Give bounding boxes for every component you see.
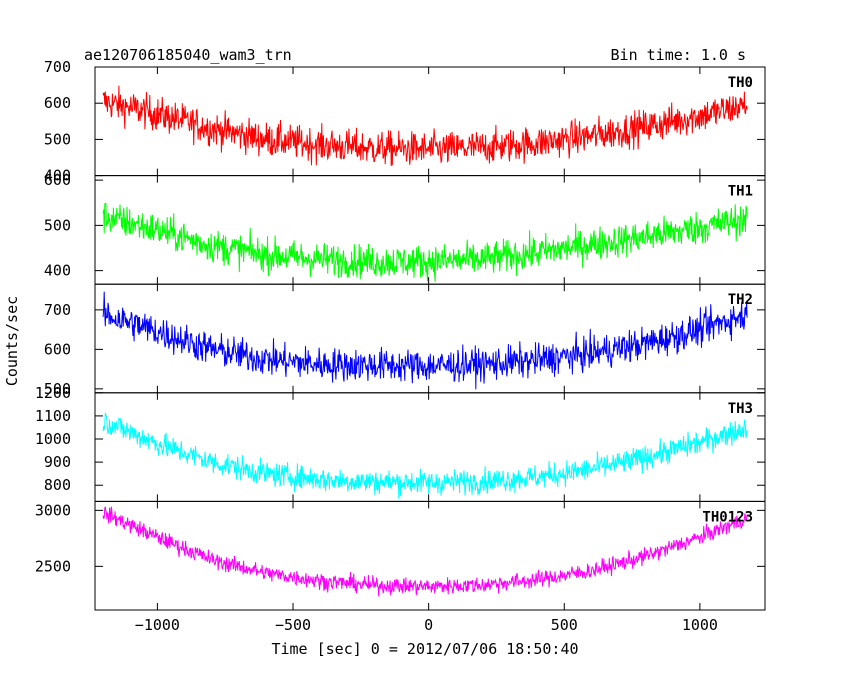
chart-subtitle: Bin time: 1.0 s bbox=[611, 46, 746, 64]
panel-label-th2: TH2 bbox=[728, 292, 753, 308]
panel-frame bbox=[94, 283, 766, 394]
y-tick-label: 600 bbox=[44, 94, 71, 112]
y-tick-label: 500 bbox=[44, 380, 71, 398]
y-tick-label: 500 bbox=[44, 216, 71, 234]
panel-th0: 400 500 600 700 TH0 bbox=[44, 58, 766, 185]
y-tick-label: 600 bbox=[44, 340, 71, 358]
panel-th0123: 2500 3000 TH0123 bbox=[35, 500, 766, 611]
series-line-th2 bbox=[102, 291, 748, 390]
y-tick-label: 600 bbox=[44, 171, 71, 189]
x-axis-label: Time [sec] 0 = 2012/07/06 18:50:40 bbox=[271, 640, 578, 658]
y-tick-label: 400 bbox=[44, 262, 71, 280]
y-tick-label: 1200 bbox=[35, 384, 71, 402]
y-tick-label: 700 bbox=[44, 301, 71, 319]
series-line-th0 bbox=[102, 85, 748, 167]
series-line-th1 bbox=[102, 202, 748, 282]
y-tick-label: 900 bbox=[44, 453, 71, 471]
panel-label-th1: TH1 bbox=[728, 184, 753, 200]
panel-label-th0123: TH0123 bbox=[702, 509, 753, 525]
x-tick-label: −500 bbox=[275, 616, 311, 634]
panels-group: 400 500 600 700 TH0 400 500 600 TH1 500 600 700 TH2 8… bbox=[35, 58, 766, 634]
y-tick-label: 1100 bbox=[35, 407, 71, 425]
series-line-th3 bbox=[102, 412, 748, 499]
y-tick-label: 400 bbox=[44, 167, 71, 185]
chart-title: ae120706185040_wam3_trn bbox=[84, 46, 292, 64]
x-tick-label: 500 bbox=[551, 616, 578, 634]
y-axis-label: Counts/sec bbox=[3, 296, 21, 386]
y-tick-label: 1000 bbox=[35, 430, 71, 448]
x-tick-label: 0 bbox=[424, 616, 433, 634]
panel-th1: 400 500 600 TH1 bbox=[44, 171, 766, 285]
panel-frame bbox=[94, 500, 766, 611]
panel-th3: 800 900 1000 1100 1200 TH3 bbox=[35, 384, 766, 502]
series-line-th0123 bbox=[102, 506, 748, 597]
panel-th2: 500 600 700 TH2 bbox=[44, 283, 766, 398]
panel-label-th3: TH3 bbox=[728, 401, 753, 417]
y-tick-label: 800 bbox=[44, 476, 71, 494]
y-tick-label: 700 bbox=[44, 58, 71, 76]
y-tick-label: 500 bbox=[44, 130, 71, 148]
y-tick-label: 3000 bbox=[35, 501, 71, 519]
panel-label-th0: TH0 bbox=[728, 75, 753, 91]
x-tick-label: 1000 bbox=[682, 616, 718, 634]
x-tick-label: −1000 bbox=[135, 616, 180, 634]
y-tick-label: 2500 bbox=[35, 557, 71, 575]
